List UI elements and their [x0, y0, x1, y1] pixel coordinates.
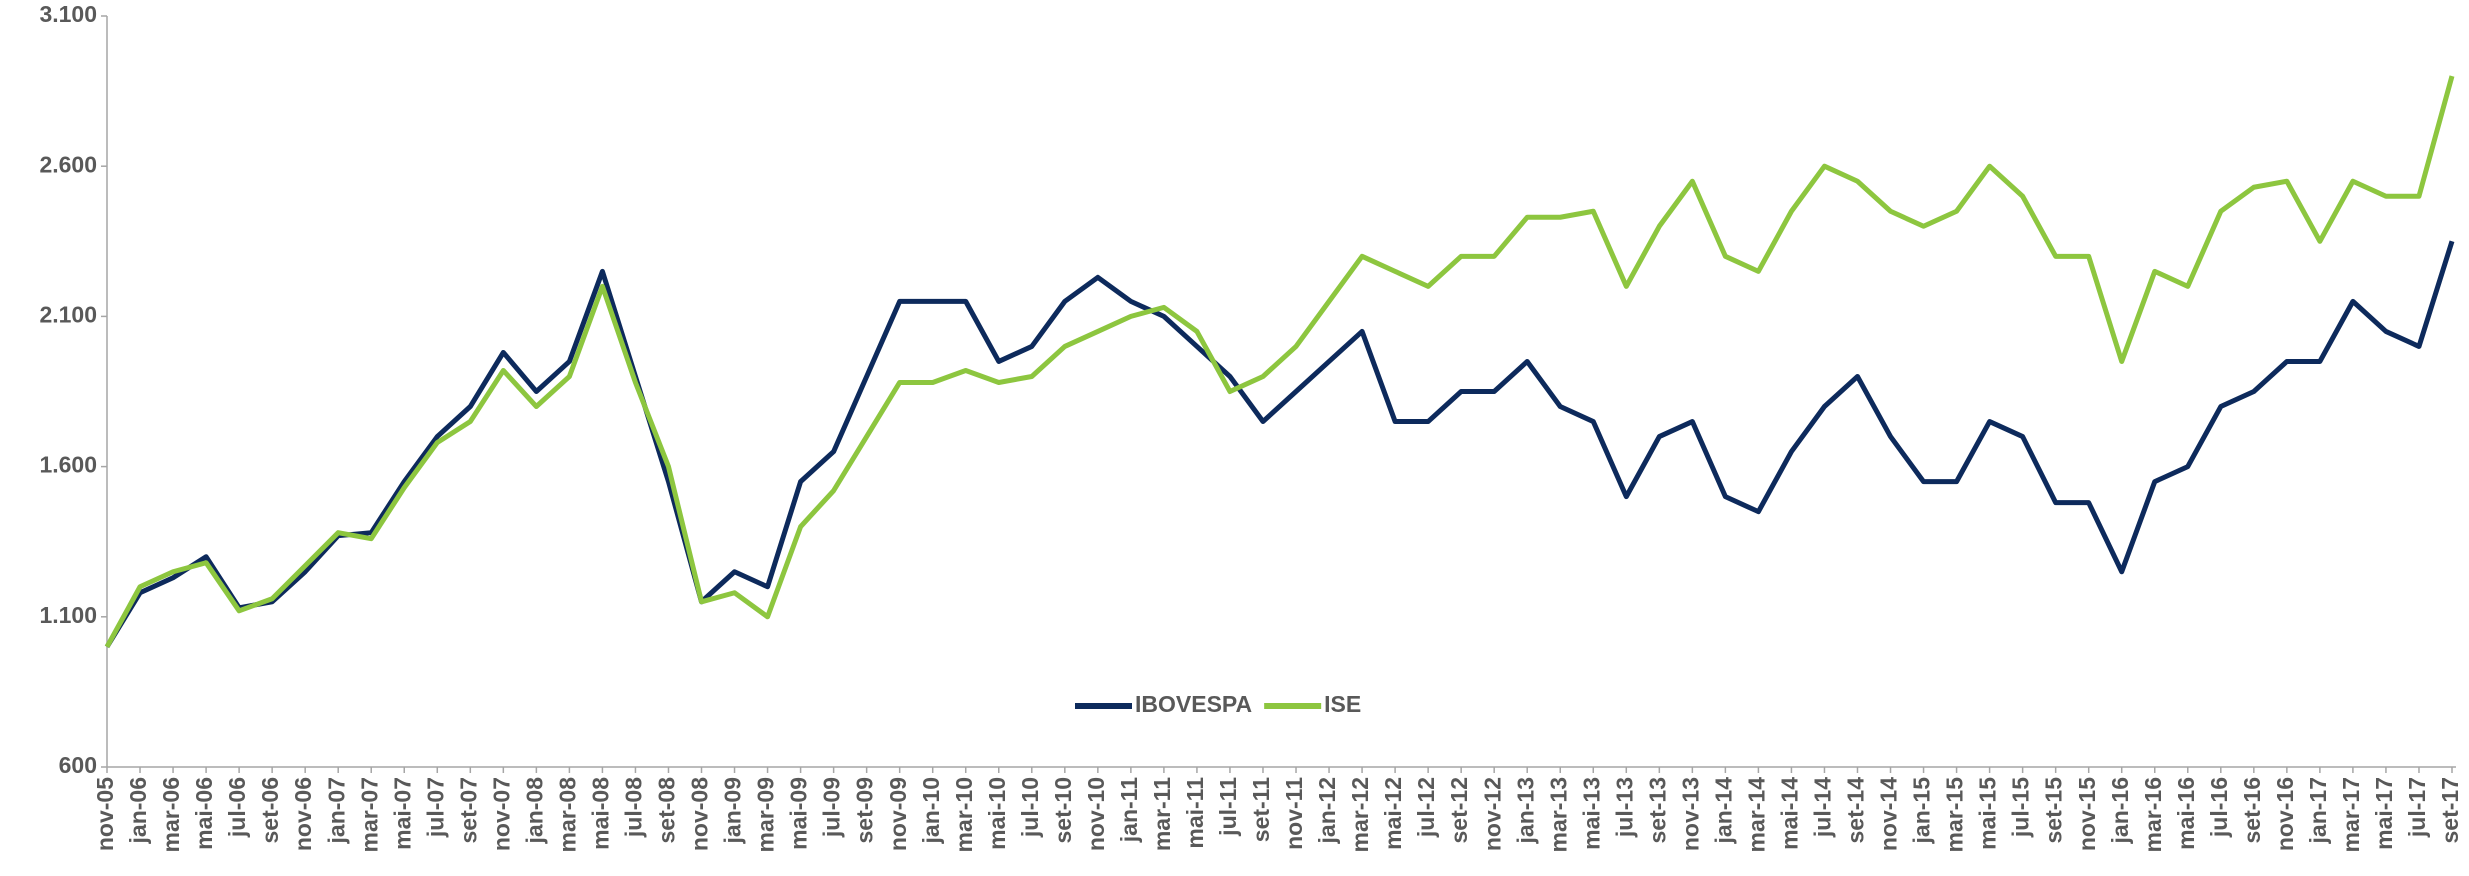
x-tick-label: jan-06 [125, 777, 151, 844]
x-tick-label: jul-16 [2206, 777, 2232, 838]
x-tick-label: nov-10 [1083, 777, 1109, 851]
x-tick-label: mar-10 [951, 777, 977, 852]
x-tick-label: mai-14 [1777, 777, 1803, 850]
x-tick-label: mai-10 [984, 777, 1010, 850]
x-tick-label: mar-17 [2338, 777, 2364, 852]
x-tick-label: jul-06 [224, 777, 250, 838]
x-tick-label: mai-15 [1975, 777, 2001, 850]
x-tick-label: mar-06 [158, 777, 184, 852]
x-tick-label: mai-13 [1578, 777, 1604, 850]
y-tick-label: 1.100 [39, 602, 97, 628]
x-tick-label: nov-15 [2074, 777, 2100, 851]
x-tick-label: set-16 [2239, 777, 2265, 843]
x-tick-label: set-09 [852, 777, 878, 843]
x-tick-label: jan-12 [1314, 777, 1340, 844]
x-tick-label: jul-15 [2008, 777, 2034, 838]
x-tick-label: set-10 [1050, 777, 1076, 843]
x-tick-label: set-15 [2041, 777, 2067, 844]
x-tick-label: mai-17 [2371, 777, 2397, 850]
y-tick-label: 2.100 [39, 301, 97, 327]
x-tick-label: nov-07 [488, 777, 514, 851]
x-tick-label: mai-11 [1182, 777, 1208, 849]
x-tick-label: nov-12 [1479, 777, 1505, 851]
x-tick-label: mai-12 [1380, 777, 1406, 850]
x-tick-label: nov-08 [687, 777, 713, 851]
x-tick-label: jan-11 [1116, 777, 1142, 843]
x-tick-label: jan-15 [1909, 777, 1935, 845]
x-tick-label: jan-16 [2107, 777, 2133, 844]
x-tick-label: jan-08 [521, 777, 547, 845]
series-line [104, 240, 2455, 649]
x-tick-label: set-07 [455, 777, 481, 843]
x-tick-label: jul-12 [1413, 777, 1439, 838]
x-tick-label: nov-11 [1281, 777, 1307, 850]
x-tick-label: jul-14 [1810, 777, 1836, 838]
x-tick-label: mai-09 [786, 777, 812, 850]
x-tick-label: jul-07 [422, 777, 448, 838]
legend: IBOVESPA ISE [1075, 691, 1361, 717]
x-tick-label: nov-09 [885, 777, 911, 851]
x-tick-label: mar-07 [356, 777, 382, 852]
x-tick-label: mar-16 [2140, 777, 2166, 852]
x-tick-label: nov-13 [1677, 777, 1703, 851]
y-tick-label: 3.100 [39, 1, 97, 27]
x-tick-label: mai-07 [389, 777, 415, 850]
y-tick-label: 600 [59, 752, 97, 778]
x-tick-label: jul-09 [819, 777, 845, 838]
y-tick-label: 2.600 [39, 151, 97, 177]
x-tick-label: jul-10 [1017, 777, 1043, 838]
x-tick-label: jul-13 [1611, 777, 1637, 838]
x-tick-label: mar-12 [1347, 777, 1373, 852]
x-tick-label: mar-08 [554, 777, 580, 853]
x-tick-label: jul-11 [1215, 777, 1241, 837]
x-tick-label: mar-13 [1545, 777, 1571, 852]
x-tick-label: jul-08 [621, 777, 647, 838]
x-tick-label: mai-16 [2173, 777, 2199, 850]
x-tick-label: jan-07 [323, 777, 349, 844]
x-tick-label: set-06 [257, 777, 283, 843]
x-tick-label: jan-13 [1512, 777, 1538, 844]
x-tick-label: mar-14 [1743, 777, 1769, 853]
y-tick-label: 1.600 [39, 452, 97, 478]
x-tick-label: nov-14 [1876, 777, 1902, 851]
x-tick-label: mar-11 [1149, 777, 1175, 851]
x-tick-label: mai-08 [588, 777, 614, 850]
x-tick-label: jan-09 [720, 777, 746, 844]
x-tick-label: set-13 [1644, 777, 1670, 843]
x-tick-label: nov-06 [290, 777, 316, 851]
x-tick-label: set-14 [1843, 777, 1869, 844]
x-tick-label: set-08 [654, 777, 680, 844]
x-tick-label: set-12 [1446, 777, 1472, 843]
x-tick-label: mai-06 [191, 777, 217, 850]
legend-label: IBOVESPA [1135, 691, 1252, 717]
legend-label: ISE [1324, 691, 1361, 717]
x-tick-label: nov-05 [92, 777, 118, 851]
x-tick-label: mar-15 [1942, 777, 1968, 853]
series-line [104, 75, 2455, 649]
x-tick-label: set-17 [2437, 777, 2463, 843]
x-tick-label: jan-10 [918, 777, 944, 844]
x-tick-label: nov-16 [2272, 777, 2298, 851]
x-tick-label: jan-14 [1710, 777, 1736, 845]
x-tick-label: jul-17 [2404, 777, 2430, 838]
x-tick-label: mar-09 [753, 777, 779, 852]
x-tick-label: set-11 [1248, 777, 1274, 842]
x-tick-label: jan-17 [2305, 777, 2331, 844]
